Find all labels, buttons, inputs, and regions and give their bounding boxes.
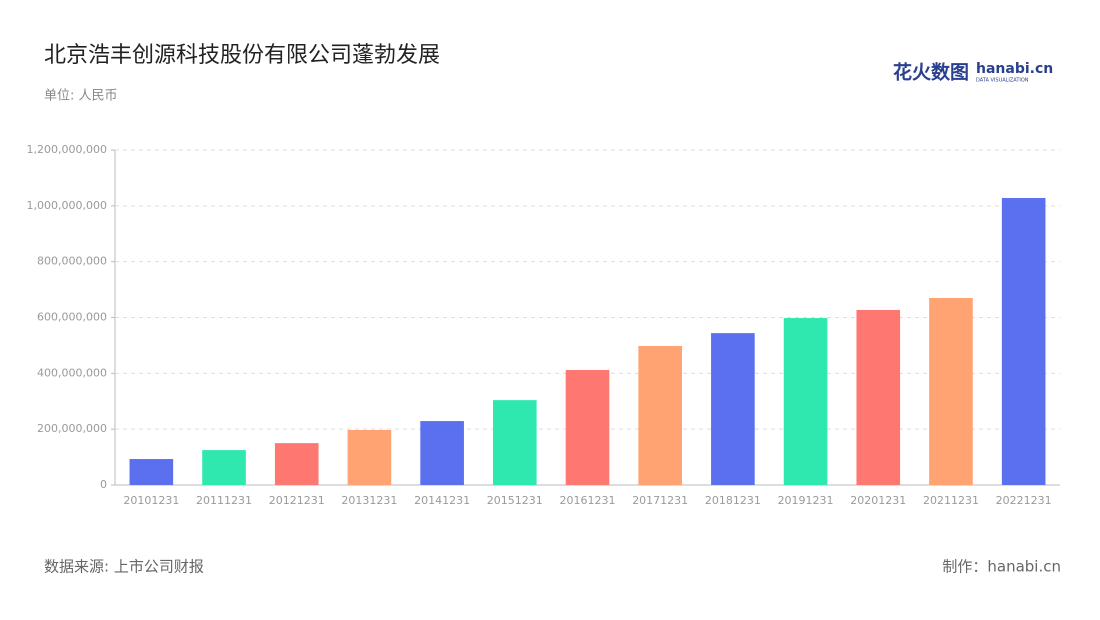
credit-note: 制作：hanabi.cn — [942, 558, 1061, 576]
bar — [1001, 198, 1046, 485]
x-tick-label: 20221231 — [996, 494, 1052, 507]
logo-tagline: DATA VISUALIZATION — [976, 78, 1029, 84]
x-tick-label: 20121231 — [269, 494, 325, 507]
y-tick-label: 1,000,000,000 — [27, 199, 107, 212]
logo-brand: 花火数图 — [893, 61, 969, 84]
x-tick-label: 20201231 — [850, 494, 906, 507]
chart-subtitle: 单位: 人民币 — [44, 89, 118, 104]
x-tick-label: 20211231 — [923, 494, 979, 507]
bar — [711, 333, 755, 485]
bar — [638, 345, 682, 485]
y-tick-label: 200,000,000 — [37, 422, 107, 435]
x-tick-label: 20141231 — [414, 494, 470, 507]
x-tick-label: 20191231 — [778, 494, 834, 507]
x-tick-label: 20161231 — [560, 494, 616, 507]
bar — [856, 309, 901, 485]
x-tick-label: 20151231 — [487, 494, 543, 507]
bar — [129, 459, 174, 485]
x-tick-label: 20181231 — [705, 494, 761, 507]
x-tick-label: 20171231 — [632, 494, 688, 507]
y-tick-label: 800,000,000 — [37, 255, 107, 268]
x-tick-label: 20101231 — [123, 494, 179, 507]
bar — [493, 400, 537, 485]
source-note: 数据来源: 上市公司财报 — [44, 558, 204, 576]
y-tick-label: 600,000,000 — [37, 311, 107, 324]
y-tick-label: 400,000,000 — [37, 366, 107, 379]
chart-title: 北京浩丰创源科技股份有限公司蓬勃发展 — [44, 43, 440, 68]
bar — [274, 443, 319, 485]
bar — [420, 421, 464, 485]
bar — [929, 297, 973, 485]
y-tick-label: 1,200,000,000 — [27, 143, 107, 156]
bar — [347, 430, 392, 485]
x-tick-label: 20131231 — [341, 494, 397, 507]
bar — [565, 369, 610, 485]
y-tick-label: 0 — [100, 478, 107, 491]
x-tick-label: 20111231 — [196, 494, 252, 507]
logo-site: hanabi.cn — [976, 61, 1053, 77]
bar — [202, 450, 246, 485]
bar — [783, 318, 828, 485]
